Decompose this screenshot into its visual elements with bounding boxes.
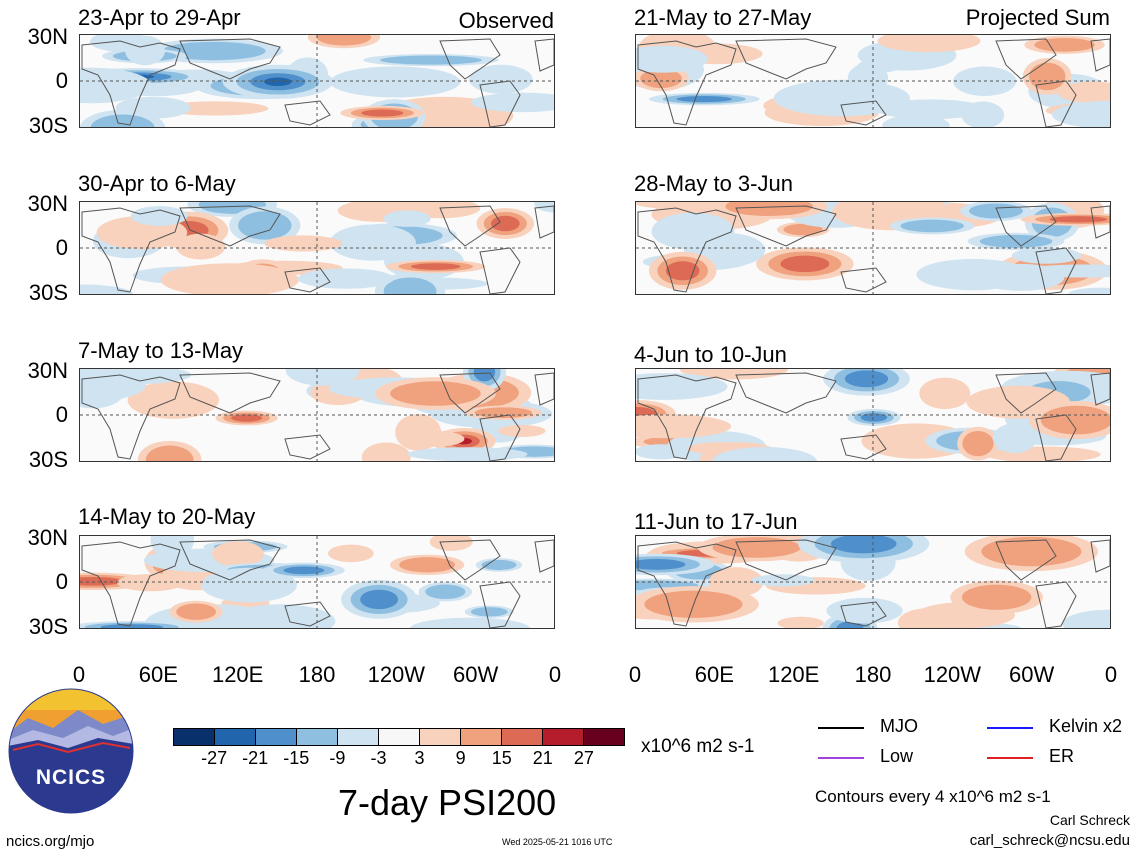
map-panel-5 bbox=[79, 368, 555, 462]
legend-label: Low bbox=[880, 746, 914, 766]
colorbar-tick-label: -9 bbox=[329, 748, 346, 768]
panel-title-7: 4-Jun to 10-Jun bbox=[634, 342, 787, 367]
colorbar-swatch bbox=[419, 729, 460, 745]
lon-label: 60W bbox=[1009, 662, 1055, 687]
map-panel-8 bbox=[635, 535, 1111, 629]
colorbar-tick-label: 21 bbox=[532, 748, 553, 768]
map-panel-1 bbox=[79, 34, 555, 128]
map-panel-6 bbox=[635, 368, 1111, 462]
panel-title-5: 21-May to 27-May bbox=[634, 5, 812, 30]
colorbar-tick-label: 9 bbox=[455, 748, 466, 768]
main-title: 7-day PSI200 bbox=[338, 782, 557, 823]
colorbar-tick-label: 3 bbox=[414, 748, 425, 768]
map-panel-7 bbox=[79, 535, 555, 629]
lon-label: 120E bbox=[211, 662, 264, 687]
lat-label: 30N bbox=[27, 358, 68, 383]
colorbar-swatch bbox=[296, 729, 337, 745]
lat-label: 30N bbox=[27, 24, 68, 49]
lat-label: 30S bbox=[28, 447, 68, 472]
observed-label: Observed bbox=[458, 8, 554, 33]
lat-label: 30N bbox=[27, 525, 68, 550]
colorbar-swatch bbox=[501, 729, 542, 745]
lon-label: 180 bbox=[298, 662, 336, 687]
lon-label: 120W bbox=[923, 662, 982, 687]
lon-label: 0 bbox=[1104, 662, 1118, 687]
colorbar-tick-label: 15 bbox=[491, 748, 512, 768]
colorbar-tick-label: 27 bbox=[573, 748, 594, 768]
colorbar-swatch bbox=[378, 729, 419, 745]
legend-line bbox=[818, 757, 864, 759]
lon-label: 120E bbox=[767, 662, 820, 687]
panel-title-4: 14-May to 20-May bbox=[78, 504, 256, 529]
lon-label: 60W bbox=[453, 662, 499, 687]
colorbar-tick-label: -3 bbox=[370, 748, 387, 768]
lon-label: 60E bbox=[138, 662, 178, 687]
legend-label: ER bbox=[1049, 746, 1075, 766]
colorbar-swatch bbox=[460, 729, 501, 745]
colorbar-tick-label: -27 bbox=[201, 748, 228, 768]
lat-label: 30S bbox=[28, 614, 68, 639]
colorbar-swatch bbox=[337, 729, 378, 745]
lon-label: 60E bbox=[694, 662, 734, 687]
lat-label: 0 bbox=[55, 68, 68, 93]
lat-label: 30S bbox=[28, 113, 68, 138]
colorbar-tick-label: -21 bbox=[242, 748, 269, 768]
panel-title-3: 7-May to 13-May bbox=[78, 338, 244, 363]
projected-label: Projected Sum bbox=[965, 5, 1110, 30]
lat-label: 0 bbox=[55, 235, 68, 260]
legend-label: MJO bbox=[880, 716, 918, 736]
legend-line bbox=[987, 727, 1033, 729]
footer-author: Carl Schreck bbox=[1049, 812, 1130, 828]
map-panel-2 bbox=[635, 34, 1111, 128]
ncics-logo: NCICS bbox=[8, 688, 134, 814]
lon-label: 0 bbox=[628, 662, 642, 687]
colorbar-swatch bbox=[255, 729, 296, 745]
panel-title-2: 30-Apr to 6-May bbox=[78, 171, 236, 196]
legend-label: Kelvin x2 bbox=[1049, 716, 1123, 736]
panel-title-1: 23-Apr to 29-Apr bbox=[78, 5, 241, 30]
colorbar-swatch bbox=[542, 729, 583, 745]
colorbar bbox=[173, 728, 625, 746]
lon-label: 180 bbox=[854, 662, 892, 687]
footer-email: carl_schreck@ncsu.edu bbox=[969, 832, 1130, 849]
panel-title-8: 11-Jun to 17-Jun bbox=[634, 509, 798, 534]
lat-label: 30N bbox=[27, 191, 68, 216]
contours-note: Contours every 4 x10^6 m2 s-1 bbox=[815, 787, 1051, 806]
legend-line bbox=[818, 727, 864, 729]
colorbar-swatch bbox=[174, 729, 214, 745]
lat-label: 0 bbox=[55, 402, 68, 427]
colorbar-units: x10^6 m2 s-1 bbox=[641, 736, 755, 757]
lon-label: 120W bbox=[367, 662, 426, 687]
legend-line bbox=[987, 757, 1033, 759]
map-panel-4 bbox=[635, 201, 1111, 295]
panel-title-6: 28-May to 3-Jun bbox=[634, 171, 793, 196]
colorbar-swatch bbox=[214, 729, 255, 745]
colorbar-swatch bbox=[583, 729, 624, 745]
footer-timestamp: Wed 2025-05-21 1016 UTC bbox=[502, 837, 613, 847]
lon-label: 0 bbox=[548, 662, 562, 687]
colorbar-tick-label: -15 bbox=[283, 748, 310, 768]
lat-label: 0 bbox=[55, 569, 68, 594]
footer-url: ncics.org/mjo bbox=[6, 833, 95, 850]
lon-label: 0 bbox=[72, 662, 86, 687]
lat-label: 30S bbox=[28, 280, 68, 305]
logo-text: NCICS bbox=[35, 766, 107, 789]
map-panel-3 bbox=[79, 201, 555, 295]
